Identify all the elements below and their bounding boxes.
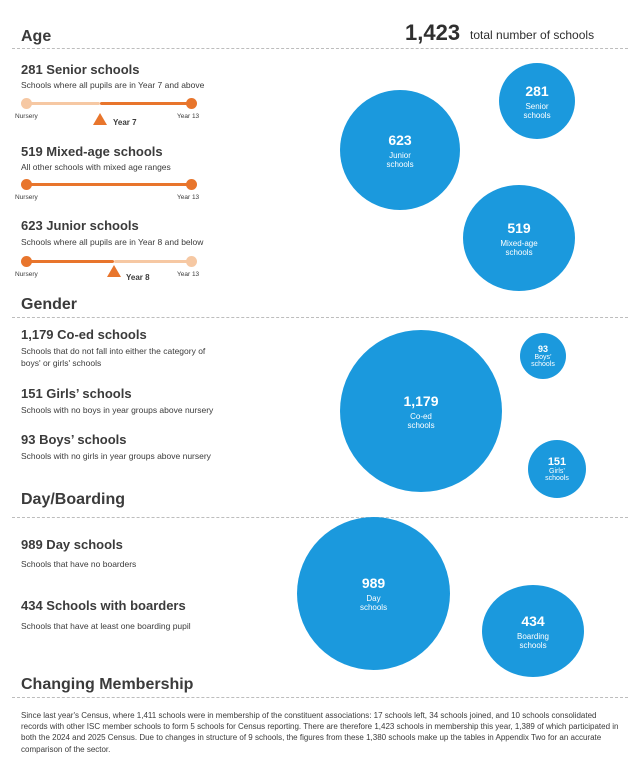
bubble-boys-label1: Boys’ <box>534 354 552 361</box>
junior-right-tick: Year 13 <box>177 271 200 278</box>
divider <box>12 517 628 518</box>
bubble-junior-number: 623 <box>388 131 412 148</box>
bubble-day-number: 989 <box>361 575 386 591</box>
bubble-mixed: 519 Mixed-age schools <box>463 185 575 291</box>
bubble-boarding-label1: Boarding <box>516 631 550 641</box>
bubble-boarding-label2: schools <box>519 640 547 650</box>
bubble-coed: 1,179 Co-ed schools <box>340 330 502 492</box>
bubble-girls-label1: Girls’ <box>549 468 565 475</box>
junior-track-light <box>114 260 192 263</box>
senior-description: Schools where all pupils are in Year 7 a… <box>21 80 205 90</box>
total-number: 1,423 <box>405 20 461 45</box>
mixed-start-dot <box>21 179 32 190</box>
junior-track-strong <box>27 260 114 263</box>
section-title-gender: Gender <box>21 296 78 313</box>
divider <box>12 697 628 698</box>
bubble-junior-label2: schools <box>386 159 414 169</box>
junior-start-dot <box>21 256 32 267</box>
bubble-senior-label1: Senior <box>525 101 549 111</box>
senior-left-tick: Nursery <box>15 113 38 120</box>
junior-marker-icon <box>107 265 121 277</box>
senior-marker-icon <box>93 113 107 125</box>
bubble-junior: 623 Junior schools <box>340 90 460 210</box>
membership-paragraph: Since last year's Census, where 1,411 sc… <box>21 711 619 754</box>
bubble-boys: 93 Boys’ schools <box>520 333 566 379</box>
mixed-end-dot <box>186 179 197 190</box>
bubble-mixed-label1: Mixed-age <box>500 238 538 248</box>
bubble-mixed-label2: schools <box>505 247 533 257</box>
bubble-senior: 281 Senior schools <box>499 63 575 139</box>
junior-heading: 623 Junior schools <box>21 218 139 233</box>
girls-heading: 151 Girls’ schools <box>21 386 132 401</box>
coed-description-line1: Schools that do not fall into either the… <box>21 346 206 356</box>
bubble-girls-label2: schools <box>545 475 569 482</box>
bubble-senior-number: 281 <box>525 82 549 99</box>
section-title-boarding: Day/Boarding <box>21 491 126 508</box>
bubble-mixed-number: 519 <box>507 219 531 236</box>
bubble-boys-number: 93 <box>537 344 548 354</box>
bubble-day-label2: schools <box>359 603 388 612</box>
senior-marker-label: Year 7 <box>113 118 137 127</box>
bubble-junior-label1: Junior <box>389 150 411 160</box>
bubble-coed-number: 1,179 <box>403 392 439 409</box>
girls-description: Schools with no boys in year groups abov… <box>21 405 214 415</box>
senior-right-tick: Year 13 <box>177 113 200 120</box>
junior-marker-label: Year 8 <box>126 273 150 282</box>
bubble-day: 989 Day schools <box>297 517 450 670</box>
bubble-girls: 151 Girls’ schools <box>528 440 586 498</box>
senior-track-strong <box>100 102 192 105</box>
mixed-description: All other schools with mixed age ranges <box>21 162 171 172</box>
bubble-boarding-number: 434 <box>521 612 545 629</box>
boarders-description: Schools that have at least one boarding … <box>21 621 191 631</box>
divider <box>12 48 628 49</box>
senior-start-dot <box>21 98 32 109</box>
mixed-left-tick: Nursery <box>15 194 38 201</box>
bubble-day-label1: Day <box>366 594 381 603</box>
bubble-senior-label2: schools <box>523 110 551 120</box>
bubble-boarding: 434 Boarding schools <box>482 585 584 677</box>
day-description: Schools that have no boarders <box>21 559 137 569</box>
mixed-heading: 519 Mixed-age schools <box>21 144 163 159</box>
junior-description: Schools where all pupils are in Year 8 a… <box>21 237 204 247</box>
section-title-membership: Changing Membership <box>21 676 194 693</box>
bubble-girls-number: 151 <box>547 456 567 468</box>
boys-description: Schools with no girls in year groups abo… <box>21 451 211 461</box>
bubble-boys-label2: schools <box>531 361 555 368</box>
bubble-coed-label2: schools <box>407 420 435 430</box>
boys-heading: 93 Boys’ schools <box>21 432 127 447</box>
coed-heading: 1,179 Co-ed schools <box>21 327 147 342</box>
senior-heading: 281 Senior schools <box>21 62 140 77</box>
senior-end-dot <box>186 98 197 109</box>
coed-description-line2: boys' or girls' schools <box>21 358 102 368</box>
mixed-track <box>27 183 192 186</box>
boarders-heading: 434 Schools with boarders <box>21 598 186 613</box>
junior-left-tick: Nursery <box>15 271 38 278</box>
total-label: total number of schools <box>470 28 595 42</box>
day-heading: 989 Day schools <box>21 537 123 552</box>
section-title-age: Age <box>21 28 52 45</box>
bubble-coed-label1: Co-ed <box>410 411 432 421</box>
divider <box>12 317 628 318</box>
senior-track-light <box>27 102 100 105</box>
mixed-right-tick: Year 13 <box>177 194 200 201</box>
junior-end-dot <box>186 256 197 267</box>
